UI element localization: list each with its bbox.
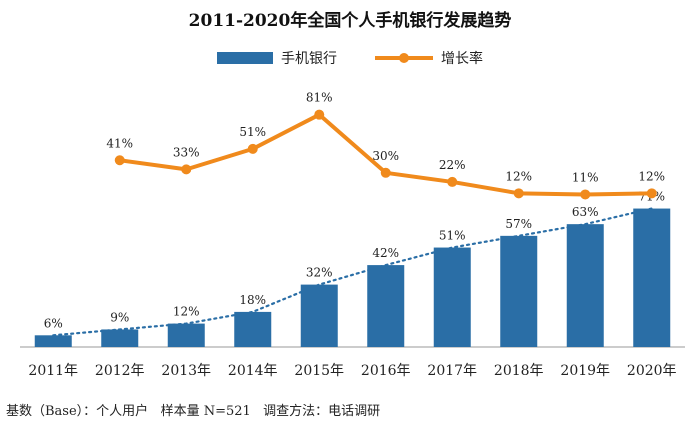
growth-point bbox=[114, 155, 125, 166]
growth-data-label: 12% bbox=[638, 169, 665, 183]
growth-point bbox=[380, 167, 391, 178]
bar bbox=[300, 284, 338, 347]
growth-point bbox=[314, 109, 325, 120]
chart-legend: 手机银行 增长率 bbox=[0, 48, 700, 68]
bar-data-label: 6% bbox=[44, 316, 63, 330]
bar bbox=[101, 329, 139, 347]
bar bbox=[433, 247, 471, 347]
bar-data-label: 57% bbox=[505, 217, 532, 231]
legend-item-bar: 手机银行 bbox=[217, 48, 337, 68]
chart-title: 2011-2020年全国个人手机银行发展趋势 bbox=[188, 11, 512, 31]
bar bbox=[500, 235, 538, 347]
x-tick-label: 2017年 bbox=[427, 363, 477, 379]
growth-data-label: 22% bbox=[439, 158, 466, 172]
legend-label-bar: 手机银行 bbox=[281, 51, 337, 67]
footnote: 基数（Base）：个人用户 样本量 N=521 调查方法：电话调研 bbox=[6, 404, 381, 419]
bar-data-label: 9% bbox=[110, 310, 129, 324]
growth-data-label: 11% bbox=[572, 170, 599, 184]
bar-data-label: 18% bbox=[239, 293, 266, 307]
bar bbox=[566, 224, 604, 347]
bar bbox=[167, 323, 205, 347]
x-tick-label: 2013年 bbox=[161, 363, 211, 379]
bar bbox=[633, 208, 671, 347]
growth-data-label: 81% bbox=[306, 91, 333, 105]
bar bbox=[234, 311, 272, 347]
bar bbox=[367, 265, 405, 347]
x-tick-label: 2015年 bbox=[294, 363, 344, 379]
x-tick-label: 2018年 bbox=[494, 363, 544, 379]
bar-data-label: 32% bbox=[306, 266, 333, 280]
bar-data-label: 63% bbox=[572, 205, 599, 219]
x-tick-label: 2011年 bbox=[28, 363, 78, 379]
bar bbox=[34, 335, 72, 347]
growth-point bbox=[513, 188, 524, 199]
x-tick-label: 2012年 bbox=[95, 363, 145, 379]
x-tick-label: 2020年 bbox=[627, 363, 677, 379]
legend-label-line: 增长率 bbox=[441, 51, 483, 67]
growth-point bbox=[580, 189, 591, 200]
growth-point bbox=[181, 164, 192, 175]
growth-data-label: 12% bbox=[505, 169, 532, 183]
x-tick-label: 2016年 bbox=[361, 363, 411, 379]
legend-swatch-line bbox=[375, 53, 433, 63]
growth-point bbox=[646, 188, 657, 199]
bar-data-label: 42% bbox=[372, 246, 399, 260]
growth-data-label: 33% bbox=[173, 145, 200, 159]
growth-point bbox=[447, 176, 458, 187]
x-tick-label: 2014年 bbox=[228, 363, 278, 379]
x-tick-label: 2019年 bbox=[560, 363, 610, 379]
legend-swatch-bar bbox=[217, 52, 273, 64]
growth-data-label: 41% bbox=[106, 136, 133, 150]
bar-data-label: 12% bbox=[173, 305, 200, 319]
bar-data-label: 51% bbox=[439, 229, 466, 243]
legend-item-line: 增长率 bbox=[375, 48, 483, 68]
growth-data-label: 51% bbox=[239, 125, 266, 139]
growth-data-label: 30% bbox=[372, 149, 399, 163]
growth-point bbox=[247, 143, 258, 154]
trend-line bbox=[52, 207, 653, 337]
